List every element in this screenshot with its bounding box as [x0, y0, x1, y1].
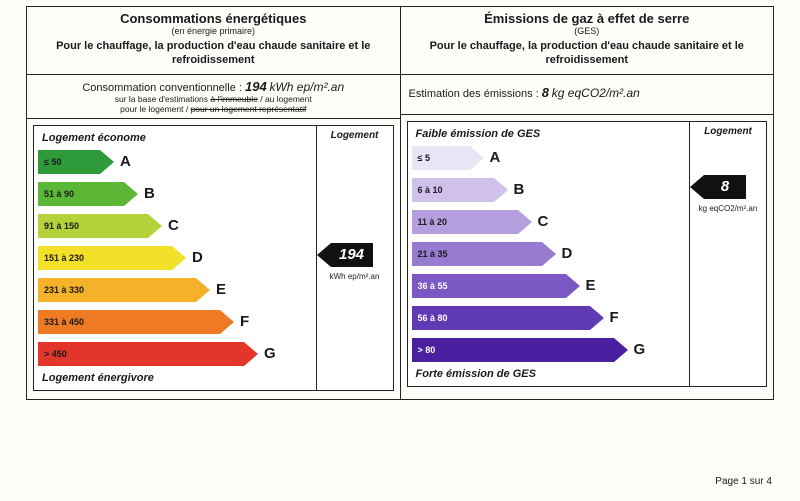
- band-label: 151 à 230: [38, 246, 172, 270]
- band-row: 11 à 20 C: [412, 208, 686, 236]
- ges-side-header: Logement: [692, 126, 764, 137]
- band-label: > 450: [38, 342, 244, 366]
- band-label: 6 à 10: [412, 178, 494, 202]
- band-label: ≤ 5: [412, 146, 470, 170]
- value-badge: 194: [331, 243, 373, 267]
- energy-chart-wrap: Logement économe ≤ 50 A 51 à 90 B 91 à 150 C 1…: [27, 119, 400, 399]
- page-footer: Page 1 sur 4: [715, 476, 772, 487]
- energy-side: Logement 194 kWh ep/m².an: [316, 125, 394, 391]
- energy-sub-lead: Consommation conventionnelle :: [82, 82, 245, 94]
- value-badge: 8: [704, 175, 746, 199]
- band-letter: D: [562, 245, 573, 262]
- energy-column: Consommations énergétiques (en énergie p…: [27, 7, 401, 399]
- band-letter: C: [538, 213, 549, 230]
- band-label: 36 à 55: [412, 274, 566, 298]
- band-row: 151 à 230 D: [38, 244, 312, 272]
- side-unit: kg eqCO2/m².an: [694, 204, 762, 213]
- ges-chart-top: Faible émission de GES: [416, 128, 686, 140]
- band-label: 231 à 330: [38, 278, 196, 302]
- ges-subheader: Estimation des émissions : 8 kg eqCO2/m²…: [401, 75, 774, 115]
- energy-sub-unit: kWh ep/m².an: [269, 80, 344, 94]
- band-row: 21 à 35 D: [412, 240, 686, 268]
- dpe-container: Consommations énergétiques (en énergie p…: [26, 6, 774, 400]
- band-letter: F: [240, 313, 249, 330]
- band-row: ≤ 5 A: [412, 144, 686, 172]
- energy-note1-after: / au logement: [258, 94, 312, 104]
- energy-chart: Logement économe ≤ 50 A 51 à 90 B 91 à 150 C 1…: [33, 125, 316, 391]
- band-letter: A: [490, 149, 501, 166]
- ges-column: Émissions de gaz à effet de serre (GES) …: [401, 7, 774, 399]
- energy-side-header: Logement: [319, 130, 391, 141]
- ges-subtitle: (GES): [405, 26, 770, 36]
- value-pointer: 194: [317, 243, 373, 267]
- band-label: 51 à 90: [38, 182, 124, 206]
- band-label: 21 à 35: [412, 242, 542, 266]
- energy-note2-before: pour le logement /: [120, 104, 190, 114]
- band-label: 11 à 20: [412, 210, 518, 234]
- band-row: ≤ 50 A: [38, 148, 312, 176]
- value-pointer: 8: [690, 175, 746, 199]
- band-row: 51 à 90 B: [38, 180, 312, 208]
- band-letter: E: [216, 281, 226, 298]
- band-row: 36 à 55 E: [412, 272, 686, 300]
- band-label: 331 à 450: [38, 310, 220, 334]
- band-letter: E: [586, 277, 596, 294]
- band-letter: G: [264, 345, 276, 362]
- band-row: > 450 G: [38, 340, 312, 368]
- band-row: 91 à 150 C: [38, 212, 312, 240]
- band-row: 56 à 80 F: [412, 304, 686, 332]
- band-label: ≤ 50: [38, 150, 100, 174]
- ges-title: Émissions de gaz à effet de serre: [405, 11, 770, 26]
- band-letter: B: [514, 181, 525, 198]
- band-letter: B: [144, 185, 155, 202]
- energy-note1: sur la base d'estimations: [115, 94, 211, 104]
- energy-title: Consommations énergétiques: [31, 11, 396, 26]
- energy-note1-strike: à l'immeuble: [210, 94, 257, 104]
- band-row: 231 à 330 E: [38, 276, 312, 304]
- side-unit: kWh ep/m².an: [321, 272, 389, 281]
- ges-chart: Faible émission de GES ≤ 5 A 6 à 10 B 11 à 2…: [407, 121, 690, 387]
- band-letter: F: [610, 309, 619, 326]
- band-letter: G: [634, 341, 646, 358]
- band-label: 56 à 80: [412, 306, 590, 330]
- band-row: > 80 G: [412, 336, 686, 364]
- band-letter: A: [120, 153, 131, 170]
- band-label: 91 à 150: [38, 214, 148, 238]
- ges-header: Émissions de gaz à effet de serre (GES) …: [401, 7, 774, 75]
- energy-desc: Pour le chauffage, la production d'eau c…: [31, 40, 396, 68]
- ges-sub-value: 8: [542, 85, 549, 100]
- energy-note2-strike: pour un logement représentatif: [191, 104, 307, 114]
- ges-sub-unit: kg eqCO2/m².an: [552, 86, 640, 100]
- band-row: 331 à 450 F: [38, 308, 312, 336]
- band-row: 6 à 10 B: [412, 176, 686, 204]
- energy-chart-bottom: Logement énergivore: [42, 372, 312, 384]
- band-label: > 80: [412, 338, 614, 362]
- ges-side: Logement 8 kg eqCO2/m².an: [689, 121, 767, 387]
- ges-desc: Pour le chauffage, la production d'eau c…: [405, 40, 770, 68]
- energy-header: Consommations énergétiques (en énergie p…: [27, 7, 400, 75]
- energy-subheader: Consommation conventionnelle : 194 kWh e…: [27, 75, 400, 119]
- ges-chart-wrap: Faible émission de GES ≤ 5 A 6 à 10 B 11 à 2…: [401, 115, 774, 395]
- energy-chart-top: Logement économe: [42, 132, 312, 144]
- band-letter: D: [192, 249, 203, 266]
- band-letter: C: [168, 217, 179, 234]
- ges-sub-lead: Estimation des émissions :: [409, 88, 542, 100]
- ges-chart-bottom: Forte émission de GES: [416, 368, 686, 380]
- energy-subtitle: (en énergie primaire): [31, 26, 396, 36]
- energy-sub-value: 194: [245, 79, 267, 94]
